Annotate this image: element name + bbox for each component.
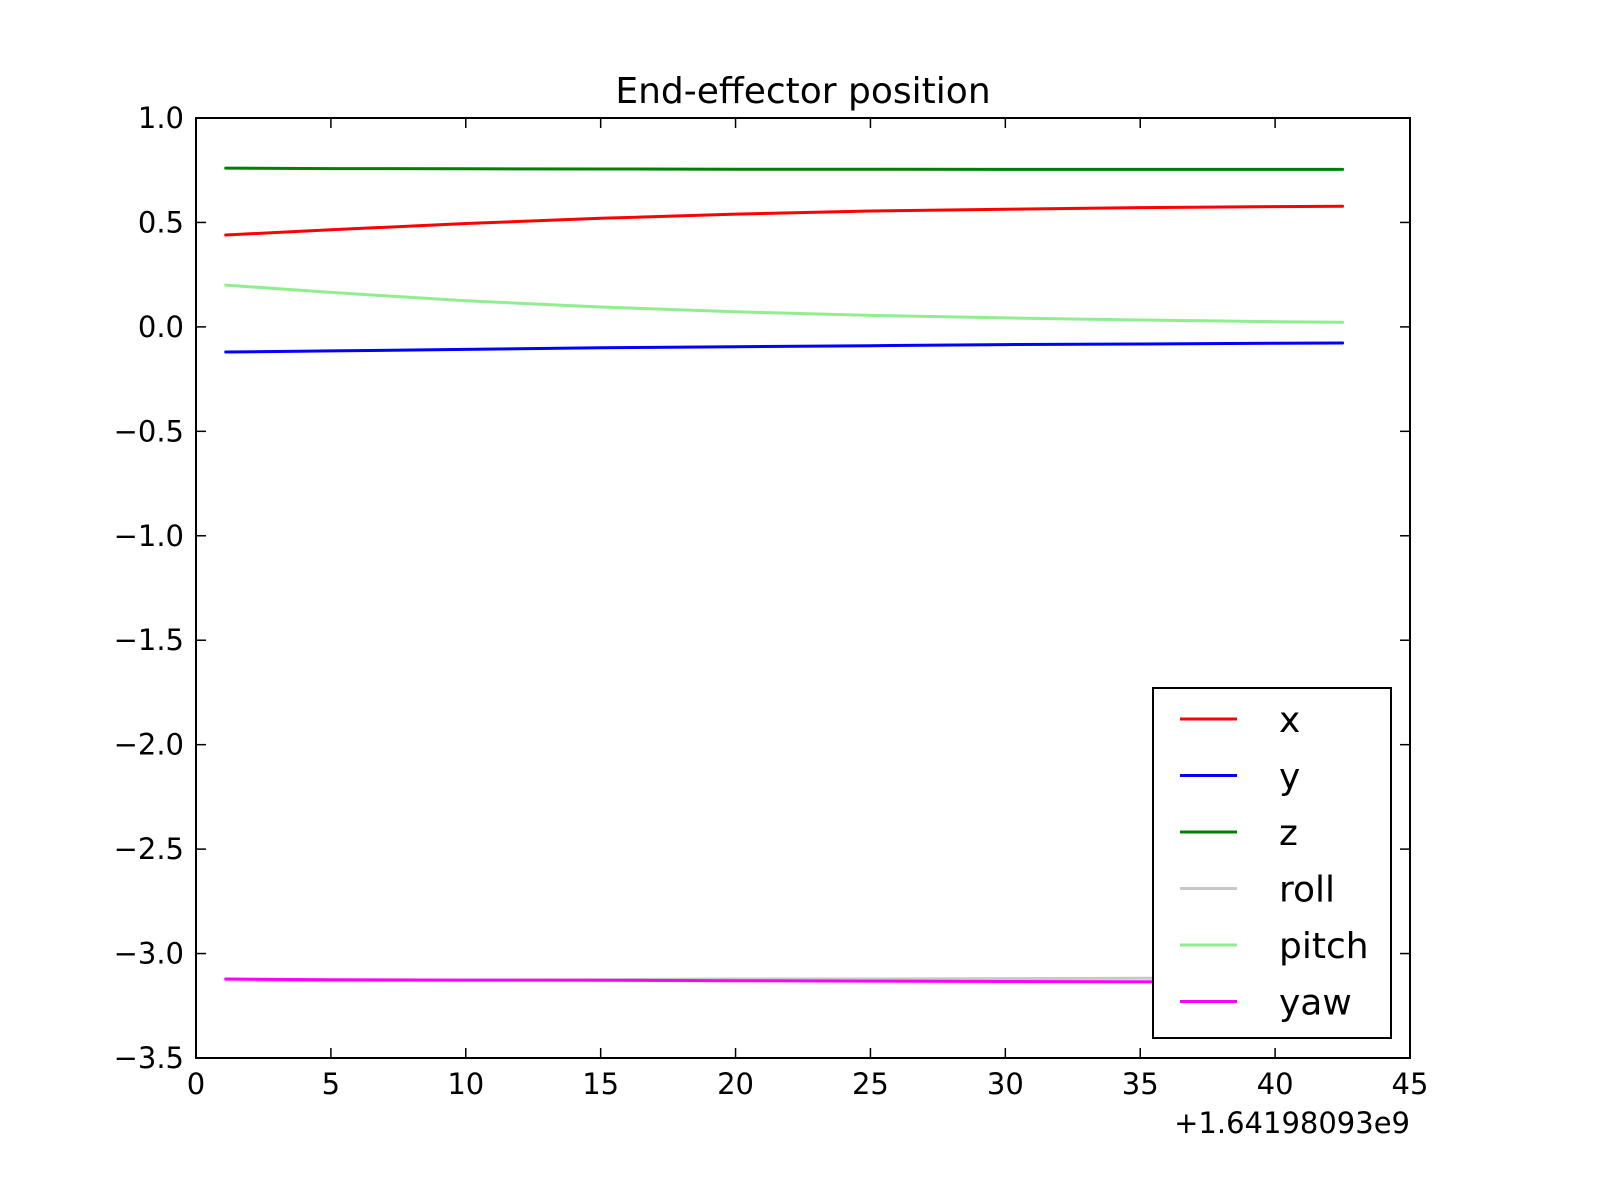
legend-label-y: y: [1279, 757, 1300, 798]
x-tick-label: 35: [1122, 1067, 1159, 1101]
x-tick-label: 25: [852, 1067, 889, 1101]
legend-label-roll: roll: [1279, 870, 1335, 911]
legend: xyz roll pitch yaw: [1152, 687, 1392, 1039]
y-tick-label: −0.5: [114, 414, 184, 448]
ticks-layer: 0 5 10 15 20 25 30 35 40 45 1.0 0.5 0.0 −0.5 −1.0 −1.5 −…: [114, 101, 1429, 1101]
x-tick-label: 30: [987, 1067, 1024, 1101]
legend-label-x: x: [1279, 700, 1300, 741]
x-tick-label: 45: [1392, 1067, 1429, 1101]
legend-label-yaw: yaw: [1279, 983, 1352, 1024]
x-tick-label: 0: [187, 1067, 205, 1101]
y-tick-label: −2.0: [114, 728, 184, 762]
y-tick-label: −3.5: [114, 1041, 184, 1075]
axes-frame: [195, 117, 1411, 1059]
legend-label-z: z: [1279, 813, 1298, 854]
series-line-z: [224, 166, 1345, 171]
legend-box: [1152, 687, 1392, 1039]
chart-title: End-effector position: [615, 71, 990, 112]
x-tick-label: 15: [582, 1067, 619, 1101]
x-tick-label: 5: [322, 1067, 340, 1101]
y-tick-label: 0.5: [138, 205, 184, 239]
x-tick-label: 40: [1257, 1067, 1294, 1101]
y-tick-label: −1.0: [114, 519, 184, 553]
y-tick-label: −3.0: [114, 937, 184, 971]
x-tick-label: 10: [447, 1067, 484, 1101]
legend-label-pitch: pitch: [1279, 926, 1369, 967]
y-tick-label: 0.0: [138, 310, 184, 344]
y-tick-label: 1.0: [138, 101, 184, 135]
x-axis-offset-label: +1.64198093e9: [1174, 1106, 1410, 1140]
series-line-pitch: [224, 283, 1345, 324]
x-tick-label: 20: [717, 1067, 754, 1101]
y-tick-label: −1.5: [114, 623, 184, 657]
series-line-x: [224, 204, 1345, 237]
y-tick-label: −2.5: [114, 832, 184, 866]
series-line-y: [224, 341, 1345, 354]
